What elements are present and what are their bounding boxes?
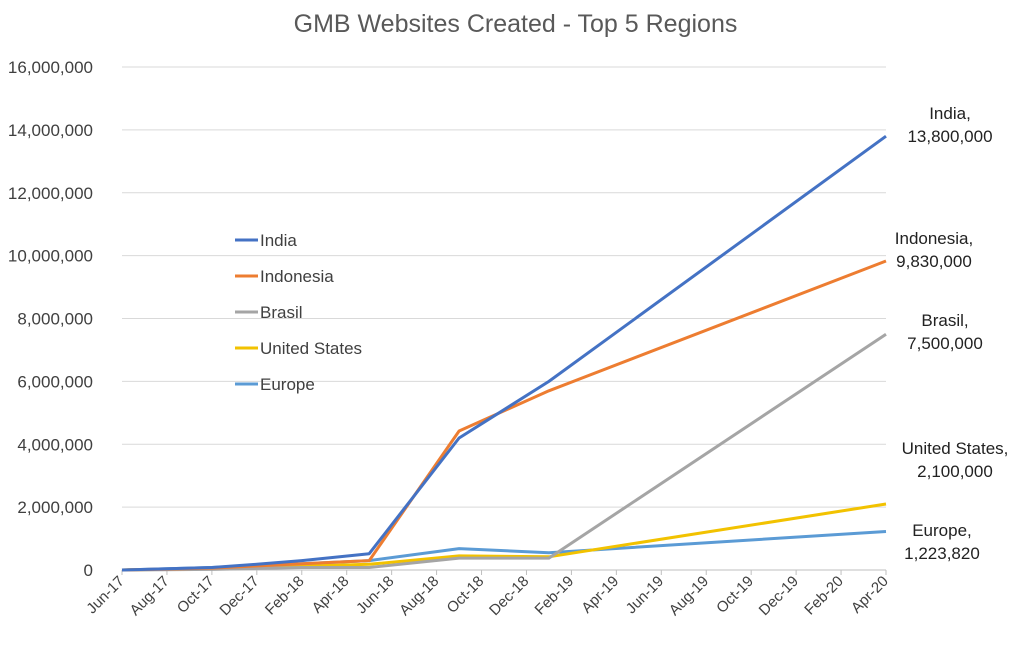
- series-line-united-states: [121, 502, 887, 572]
- legend-label-brasil: Brasil: [260, 303, 303, 322]
- x-tick-label: Aug-19: [666, 573, 712, 619]
- data-label-value-europe: 1,223,820: [904, 544, 980, 563]
- x-tick-label: Aug-17: [127, 573, 173, 619]
- data-label-india: India,: [929, 104, 971, 123]
- x-tick-label: Aug-18: [396, 573, 442, 619]
- series-line-brasil: [121, 332, 887, 572]
- legend-label-india: India: [260, 231, 297, 250]
- x-tick-label: Feb-19: [532, 573, 578, 619]
- series-line-indonesia: [121, 259, 887, 572]
- y-tick-label: 12,000,000: [8, 184, 93, 203]
- x-tick-label: Apr-20: [848, 573, 892, 617]
- y-tick-label: 4,000,000: [17, 435, 93, 454]
- y-tick-label: 0: [84, 561, 93, 580]
- data-label-value-brasil: 7,500,000: [907, 334, 983, 353]
- legend-label-indonesia: Indonesia: [260, 267, 334, 286]
- x-tick-label: Jun-19: [623, 573, 667, 617]
- y-tick-label: 6,000,000: [17, 372, 93, 391]
- x-tick-label: Oct-18: [444, 573, 488, 617]
- x-tick-label: Oct-19: [713, 573, 757, 617]
- x-tick-label: Jun-18: [353, 573, 397, 617]
- data-label-brasil: Brasil,: [921, 311, 968, 330]
- x-tick-label: Dec-17: [216, 573, 262, 619]
- x-tick-label: Dec-18: [486, 573, 532, 619]
- x-tick-label: Apr-18: [309, 573, 353, 617]
- y-axis: 0 2,000,000 4,000,000 6,000,000 8,000,000 10,…: [8, 58, 93, 580]
- y-tick-label: 2,000,000: [17, 498, 93, 517]
- data-label-europe: Europe,: [912, 521, 972, 540]
- legend-label-united-states: United States: [260, 339, 362, 358]
- x-tick-label: Oct-17: [174, 573, 218, 617]
- grid-lines: [122, 66, 886, 571]
- y-tick-label: 8,000,000: [17, 310, 93, 329]
- series-lines: [121, 134, 887, 572]
- x-tick-label: Feb-20: [801, 573, 847, 619]
- legend-label-europe: Europe: [260, 375, 315, 394]
- data-label-value-indonesia: 9,830,000: [896, 252, 972, 271]
- data-labels: India, 13,800,000 Indonesia, 9,830,000 Brasi…: [895, 104, 1009, 563]
- data-label-united-states: United States,: [902, 439, 1009, 458]
- x-tick-label: Feb-18: [262, 573, 308, 619]
- data-label-value-united-states: 2,100,000: [917, 462, 993, 481]
- series-line-europe: [121, 530, 887, 572]
- y-tick-label: 16,000,000: [8, 58, 93, 77]
- x-tick-label: Dec-19: [756, 573, 802, 619]
- y-tick-label: 14,000,000: [8, 121, 93, 140]
- data-label-indonesia: Indonesia,: [895, 229, 973, 248]
- data-label-value-india: 13,800,000: [907, 127, 992, 146]
- series-line-india: [121, 134, 887, 572]
- chart-title: GMB Websites Created - Top 5 Regions: [293, 10, 738, 38]
- legend: India Indonesia Brasil United States Europe: [235, 231, 362, 394]
- y-tick-label: 10,000,000: [8, 247, 93, 266]
- x-tick-label: Apr-19: [578, 573, 622, 617]
